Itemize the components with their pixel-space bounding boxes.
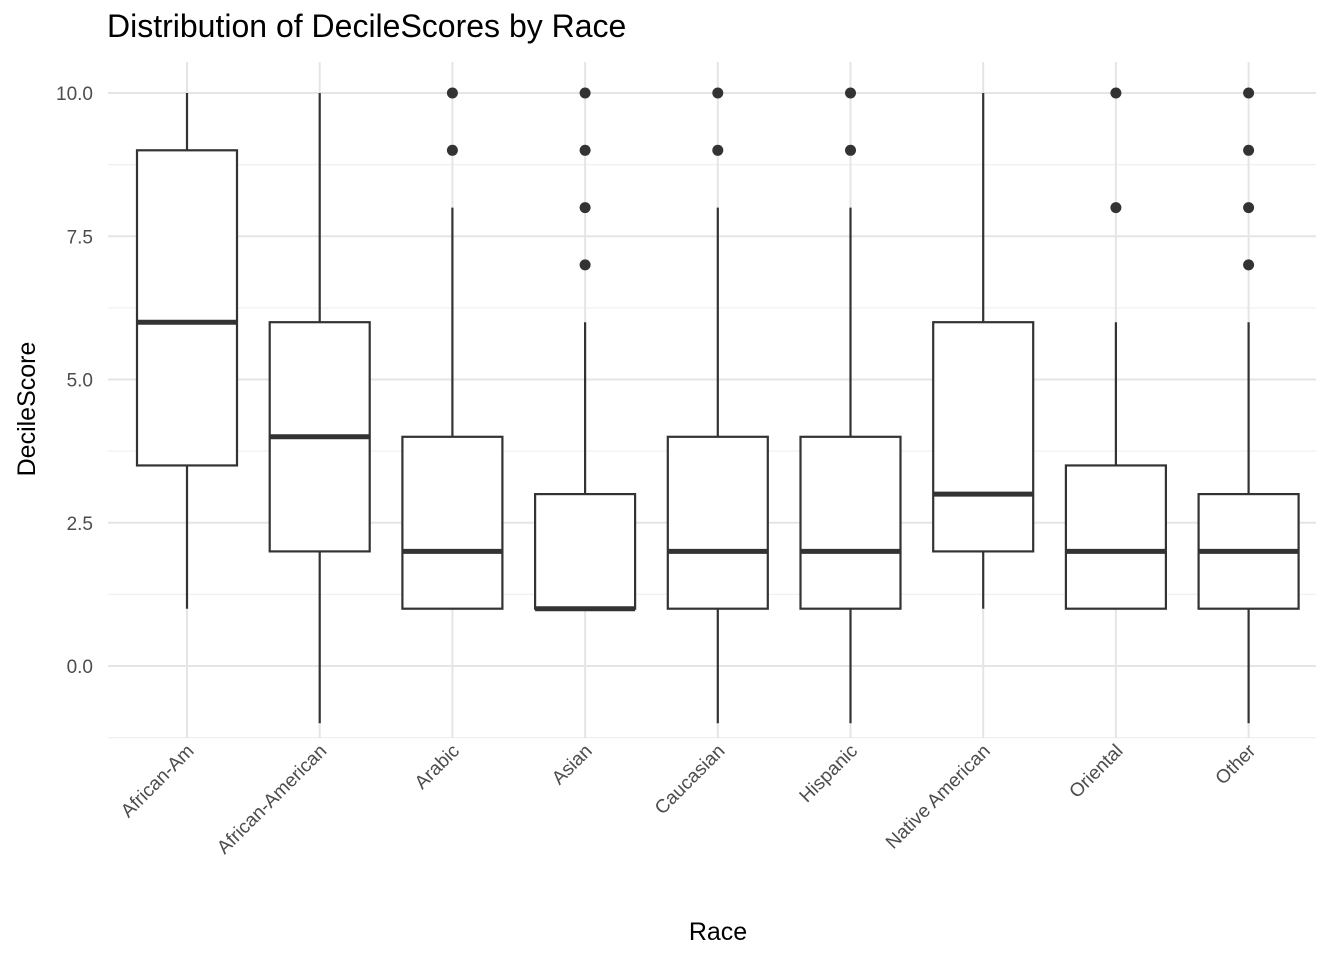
box-iqr xyxy=(932,321,1035,553)
y-tick-label: 5.0 xyxy=(67,371,93,392)
outlier-point xyxy=(1110,87,1122,99)
x-tick-label: Caucasian xyxy=(651,741,729,819)
outlier-point xyxy=(579,87,591,99)
box-caucasian xyxy=(666,87,769,724)
x-tick-label: Hispanic xyxy=(796,741,862,807)
box-iqr xyxy=(1064,464,1168,610)
y-axis-title: DecileScore xyxy=(13,342,41,477)
box-iqr xyxy=(533,493,637,610)
box-hispanic xyxy=(799,87,902,724)
box-african-am xyxy=(135,93,239,609)
x-tick-label: African-American xyxy=(213,741,331,859)
box-iqr xyxy=(401,435,504,610)
box-iqr xyxy=(799,435,902,610)
x-axis-title: Race xyxy=(689,918,747,946)
box-oriental xyxy=(1064,87,1168,610)
x-tick-label: Native American xyxy=(882,741,995,854)
outlier-point xyxy=(1110,202,1122,214)
box-african-american xyxy=(268,93,371,724)
box-asian xyxy=(533,87,637,612)
outlier-point xyxy=(579,202,591,214)
x-tick-label: Oriental xyxy=(1066,741,1128,803)
outlier-point xyxy=(579,144,591,156)
x-tick-label: African-Am xyxy=(117,741,198,822)
box-iqr xyxy=(666,435,769,610)
outlier-point xyxy=(712,144,724,156)
outlier-point xyxy=(712,87,724,99)
x-tick-label: Other xyxy=(1212,740,1261,789)
x-tick-label: Arabic xyxy=(411,741,464,794)
y-tick-label: 2.5 xyxy=(67,514,93,535)
boxes-layer xyxy=(135,87,1300,724)
y-tick-label: 7.5 xyxy=(67,227,93,248)
outlier-point xyxy=(446,144,458,156)
x-tick-label: Asian xyxy=(548,741,596,789)
box-native-american xyxy=(932,93,1035,609)
outlier-point xyxy=(1243,202,1255,214)
outlier-point xyxy=(845,87,856,99)
box-arabic xyxy=(401,87,504,610)
y-tick-label: 10.0 xyxy=(56,84,93,105)
chart-title: Distribution of DecileScores by Race xyxy=(107,8,627,44)
y-tick-label: 0.0 xyxy=(67,657,93,678)
outlier-point xyxy=(845,144,856,156)
x-tick-labels: African-Am African-American Arabic Asian Cau… xyxy=(117,740,1260,858)
box-other xyxy=(1197,87,1300,724)
outlier-point xyxy=(1243,87,1255,99)
outlier-point xyxy=(1243,144,1255,156)
y-tick-labels: 0.0 2.5 5.0 7.5 10.0 xyxy=(56,84,93,678)
outlier-point xyxy=(446,87,458,99)
outlier-point xyxy=(1243,259,1255,271)
outlier-point xyxy=(579,259,591,271)
box-iqr xyxy=(135,149,239,467)
